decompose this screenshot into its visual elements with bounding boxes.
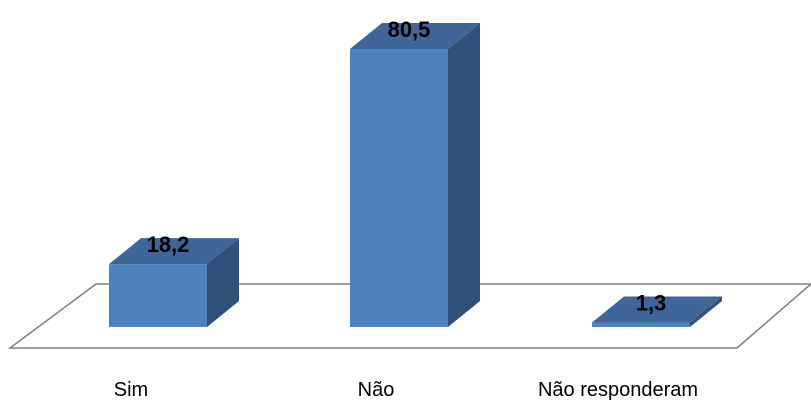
category-label: Sim (114, 379, 148, 401)
bar-front-face (109, 264, 207, 327)
bar (350, 23, 480, 327)
labels-group: 18,2 Sim 80,5 Não 1,3 Não responderam (114, 17, 698, 401)
bar (109, 238, 239, 327)
bars-group (109, 23, 722, 327)
data-label: 80,5 (388, 17, 431, 42)
bar-side-face (690, 296, 722, 327)
bar-top-face (109, 238, 239, 265)
bar-front-face (592, 322, 690, 327)
data-label: 18,2 (147, 232, 190, 257)
bar-top-face (592, 296, 722, 323)
bar-top-face (350, 23, 480, 49)
category-label: Não (358, 379, 395, 401)
bar (592, 296, 722, 327)
category-label: Não responderam (538, 379, 698, 401)
bar-side-face (207, 238, 239, 327)
bar-front-face (350, 49, 448, 327)
data-label: 1,3 (636, 291, 667, 316)
bar-side-face (448, 23, 480, 327)
